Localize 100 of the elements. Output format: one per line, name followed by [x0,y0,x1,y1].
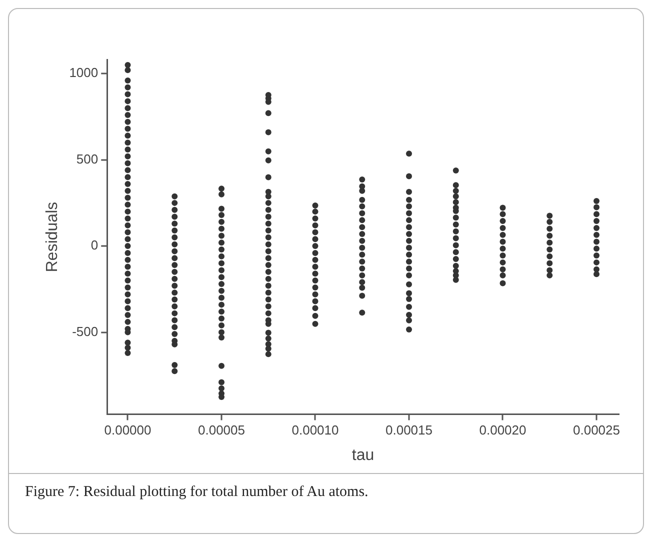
point [406,290,412,296]
point [265,296,272,303]
x-tick-label: 0.00010 [292,422,339,438]
point [265,303,272,310]
point [172,255,178,262]
point [218,315,224,322]
point [546,272,553,278]
point [218,226,224,232]
point [500,252,506,259]
point [124,67,131,74]
point [124,98,131,104]
point [359,224,366,230]
point [218,322,224,328]
point [406,252,412,258]
point [452,228,459,234]
point [124,118,131,125]
point [594,198,600,204]
point [265,290,272,296]
point [312,312,318,319]
point [500,238,506,245]
point [124,105,131,112]
point [312,291,318,298]
point [172,282,178,289]
point [312,298,318,304]
point [265,148,272,154]
point [546,212,553,219]
point [218,260,224,266]
point [265,110,272,116]
point [124,278,131,284]
point [265,335,272,342]
point [359,230,366,237]
point [218,218,224,225]
point [218,253,224,260]
point [172,317,178,324]
point [124,112,131,118]
point [406,312,412,318]
y-tick-label: 500 [76,151,98,166]
point [172,220,178,227]
point [124,126,131,132]
point [406,230,412,237]
point [218,206,224,212]
point [546,218,553,225]
point [124,312,131,318]
point [172,193,178,200]
point [172,268,178,275]
point [406,196,412,203]
point [500,246,506,252]
point [124,188,131,194]
point [172,200,178,206]
point [594,218,600,224]
point [406,210,412,216]
point [594,259,600,266]
point [265,282,272,289]
point [218,267,224,274]
point [594,238,600,245]
point [265,220,272,227]
y-axis-title: Residuals [44,202,62,272]
point [124,305,131,312]
point [265,174,272,180]
point [594,271,600,278]
point [124,174,131,180]
point [406,317,412,324]
point [218,186,224,192]
point [124,77,131,84]
point [406,173,412,180]
point [359,272,366,278]
point [218,232,224,239]
point [218,280,224,287]
point [312,236,318,242]
point [359,238,366,244]
point [172,331,178,338]
point [312,284,318,290]
point [218,334,224,340]
point [218,294,224,301]
point [124,318,131,325]
point [124,340,131,346]
point [124,160,131,166]
point [500,266,506,272]
point [312,278,318,284]
point [172,248,178,254]
point [265,310,272,316]
point [406,203,412,210]
point [406,224,412,230]
point [124,208,131,215]
y-tick-label: 0 [90,238,98,253]
point [452,193,459,200]
point [452,221,459,228]
point [265,255,272,262]
point [218,308,224,315]
point [218,212,224,218]
point [452,168,459,174]
point [359,292,366,299]
point [124,236,131,242]
point [359,244,366,251]
point [546,253,553,260]
point [218,191,224,198]
point [452,199,459,206]
point [546,226,553,232]
point [124,344,131,351]
point [452,214,459,221]
